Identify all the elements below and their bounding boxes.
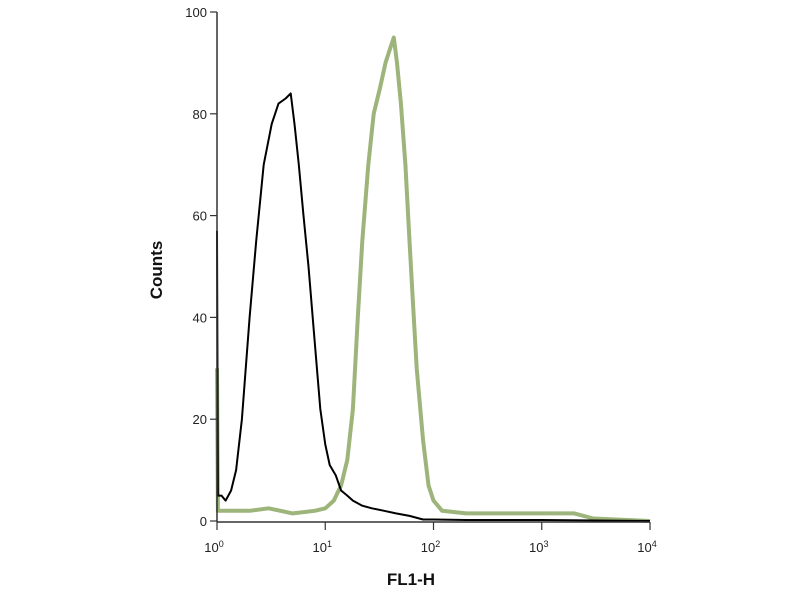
y-tick-label: 60 bbox=[193, 209, 207, 224]
y-axis-title: Counts bbox=[147, 241, 166, 300]
x-tick-label: 102 bbox=[421, 539, 440, 555]
y-tick-label: 80 bbox=[193, 107, 207, 122]
x-axis-title: FL1-H bbox=[387, 570, 435, 589]
series-line-green bbox=[215, 35, 651, 523]
y-tick-label: 0 bbox=[200, 514, 207, 529]
x-tick-label: 101 bbox=[313, 539, 332, 555]
y-tick-label: 100 bbox=[185, 5, 207, 20]
y-tick-label: 20 bbox=[193, 412, 207, 427]
y-tick-label: 40 bbox=[193, 310, 207, 325]
x-tick-label: 100 bbox=[204, 539, 223, 555]
x-tick-label: 103 bbox=[529, 539, 548, 555]
series-line-black bbox=[216, 92, 651, 522]
x-tick-label: 104 bbox=[637, 539, 656, 555]
